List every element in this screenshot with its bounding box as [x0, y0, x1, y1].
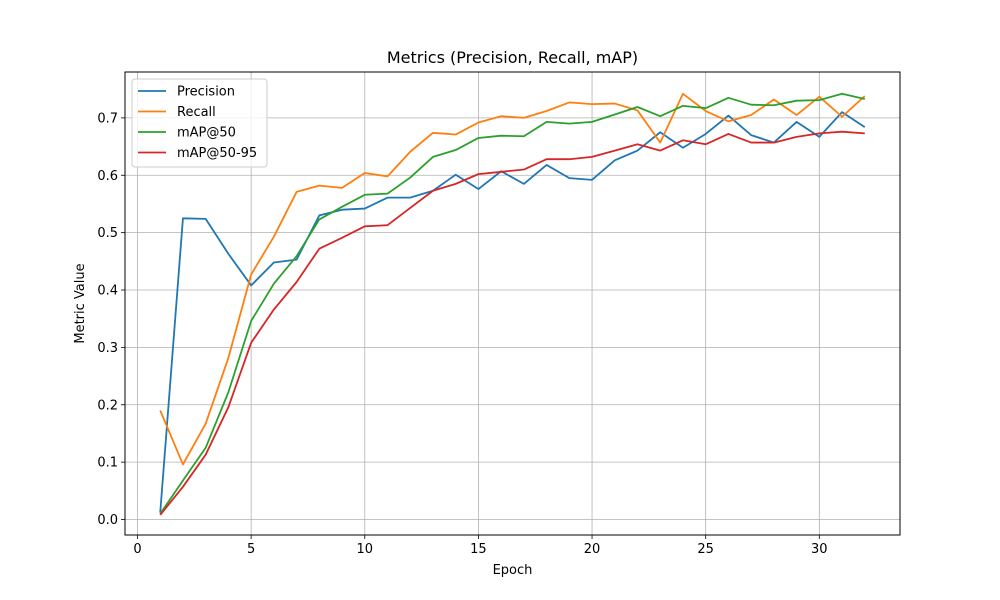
y-tick-label: 0.1 — [97, 456, 118, 471]
y-tick-label: 0.6 — [97, 169, 118, 184]
x-tick-label: 10 — [356, 542, 373, 557]
y-tick-label: 0.3 — [97, 341, 118, 356]
series-line-recall — [159, 92, 866, 466]
y-tick-label: 0.5 — [97, 226, 118, 241]
y-axis-label: Metric Value — [73, 263, 88, 343]
legend-entry-label: Recall — [177, 105, 216, 120]
x-axis-label: Epoch — [493, 563, 533, 578]
y-tick-label: 0.2 — [97, 398, 118, 413]
chart-title: Metrics (Precision, Recall, mAP) — [387, 48, 638, 67]
legend-entry-label: Precision — [177, 85, 235, 100]
x-tick-label: 0 — [133, 542, 141, 557]
x-tick-label: 15 — [470, 542, 487, 557]
plot-frame — [124, 71, 901, 536]
series-line-precision — [159, 111, 866, 513]
legend-box — [131, 78, 268, 168]
y-tick-label: 0.0 — [97, 513, 118, 528]
y-tick-label: 0.4 — [97, 284, 118, 299]
legend-entry-label: mAP@50 — [177, 126, 236, 141]
grid-lines — [125, 72, 900, 535]
axis-ticks: 0 5 10 15 20 25 30 0.0 0.1 0.2 0.3 0.4 0.5 0.6 0.7 — [97, 111, 827, 557]
x-tick-label: 20 — [584, 542, 601, 557]
legend-entry-label: mAP@50-95 — [177, 146, 257, 161]
legend: Precision Recall mAP@50 mAP@50-95 — [131, 78, 268, 168]
series-line-map-50-95 — [159, 130, 865, 516]
x-tick-label: 30 — [811, 542, 828, 557]
x-tick-label: 5 — [247, 542, 255, 557]
series-lines — [159, 92, 866, 516]
y-tick-label: 0.7 — [97, 111, 118, 126]
series-line-map-50 — [159, 92, 865, 515]
x-tick-label: 25 — [697, 542, 714, 557]
